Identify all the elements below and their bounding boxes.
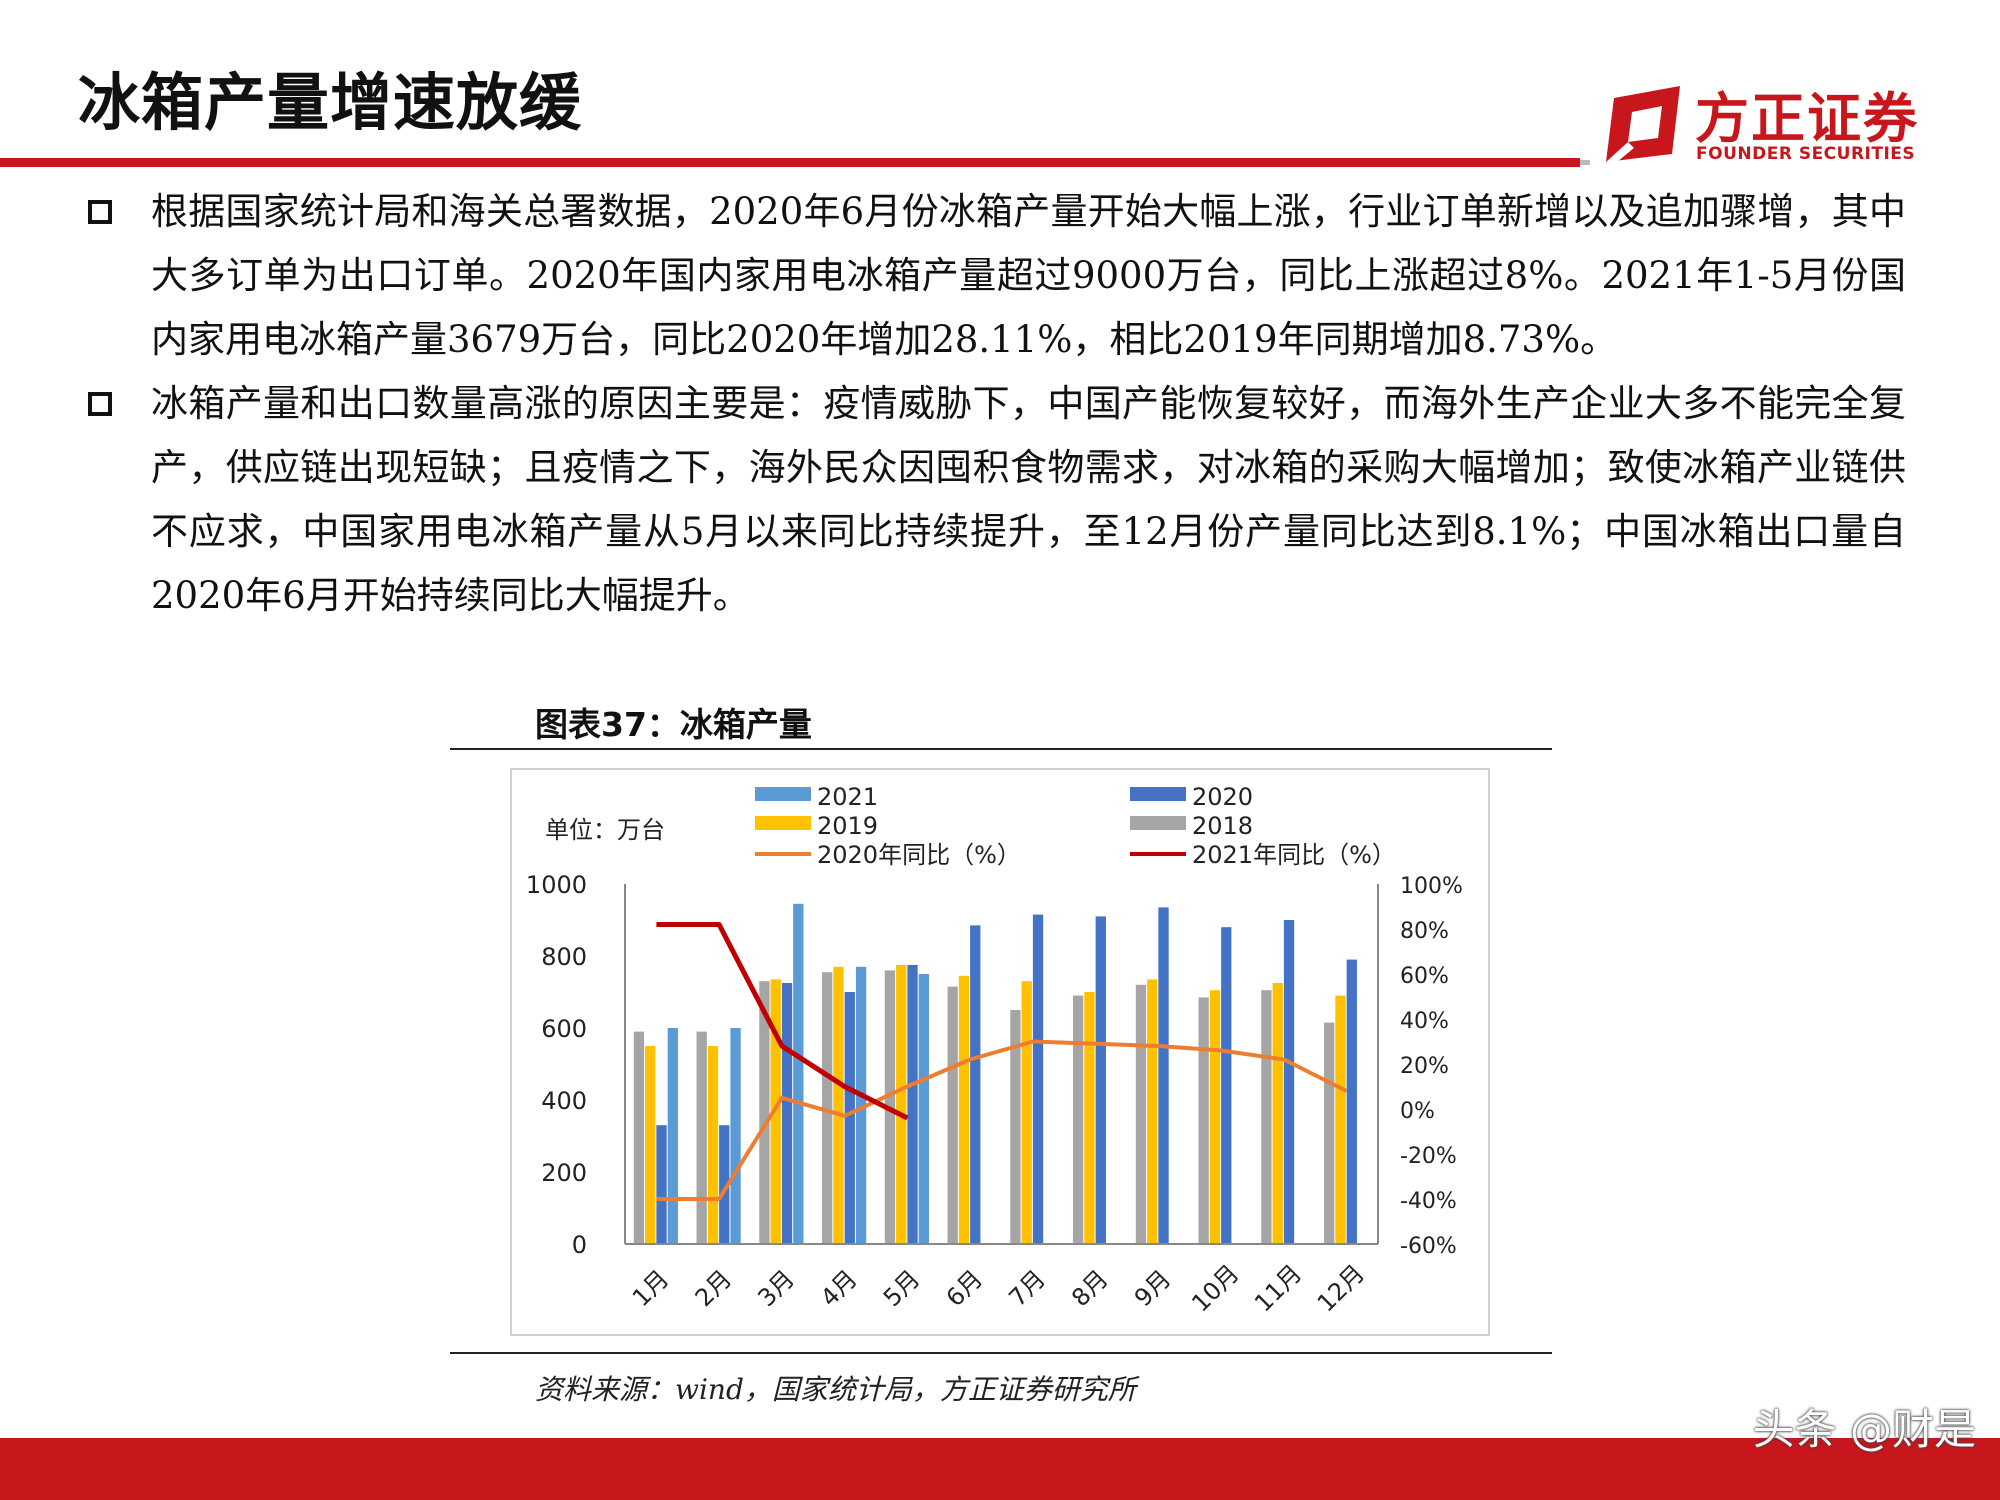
bar-2020 bbox=[1221, 927, 1232, 1244]
legend-label: 2020年同比（%） bbox=[817, 841, 1021, 869]
page-title: 冰箱产量增速放缓 bbox=[78, 66, 583, 139]
bar-2018 bbox=[696, 1031, 707, 1244]
bullet-list: 根据国家统计局和海关总署数据，2020年6月份冰箱产量开始大幅上涨，行业订单新增… bbox=[86, 180, 1906, 628]
bullet-text: 根据国家统计局和海关总署数据，2020年6月份冰箱产量开始大幅上涨，行业订单新增… bbox=[151, 190, 1906, 361]
legend-swatch bbox=[1130, 816, 1186, 830]
bar-2019 bbox=[1084, 992, 1095, 1244]
y2-tick-label: 40% bbox=[1400, 1009, 1449, 1034]
legend-swatch bbox=[755, 816, 811, 830]
bar-2018 bbox=[1198, 997, 1209, 1244]
refrigerator-production-chart: 2021 2020 2019 2018 2020年同比（%） 2021年同比（%） 单位：… bbox=[510, 768, 1490, 1336]
legend-swatch bbox=[1130, 787, 1186, 801]
y-tick-label: 1000 bbox=[526, 871, 587, 899]
square-bullet-icon bbox=[88, 200, 112, 224]
bottom-band bbox=[0, 1438, 2000, 1500]
bar-2020 bbox=[844, 992, 855, 1244]
logo-text-en: FOUNDER SECURITIES bbox=[1696, 144, 1916, 164]
bar-2019 bbox=[645, 1046, 656, 1244]
bar-2019 bbox=[1147, 979, 1158, 1244]
unit-label: 单位：万台 bbox=[545, 816, 665, 844]
legend-label: 2021 bbox=[817, 783, 878, 811]
bar-2021 bbox=[855, 966, 867, 1244]
bar-2020 bbox=[1158, 907, 1169, 1244]
bar-2018 bbox=[1073, 995, 1084, 1244]
square-bullet-icon bbox=[88, 392, 112, 416]
founder-logo-icon bbox=[1606, 86, 1680, 166]
bar-2019 bbox=[958, 975, 970, 1244]
bar-series bbox=[633, 903, 1357, 1244]
bar-2020 bbox=[1032, 914, 1044, 1244]
bar-2021 bbox=[667, 1028, 678, 1244]
bar-2018 bbox=[1010, 1010, 1021, 1244]
legend-label: 2019 bbox=[817, 812, 878, 840]
legend-label: 2021年同比（%） bbox=[1192, 841, 1396, 869]
line-2021-yoy bbox=[656, 922, 909, 1121]
bar-2020 bbox=[781, 983, 793, 1244]
bar-2019 bbox=[833, 966, 844, 1244]
y2-tick-label: 80% bbox=[1400, 919, 1449, 944]
legend-label: 2018 bbox=[1192, 812, 1253, 840]
bullet-text: 冰箱产量和出口数量高涨的原因主要是：疫情威胁下，中国产能恢复较好，而海外生产企业… bbox=[151, 382, 1906, 617]
bar-2021 bbox=[793, 903, 804, 1244]
bar-2020 bbox=[1283, 920, 1295, 1244]
y2-tick-label: 20% bbox=[1400, 1054, 1449, 1079]
line-series bbox=[656, 922, 1348, 1201]
bullet-item: 冰箱产量和出口数量高涨的原因主要是：疫情威胁下，中国产能恢复较好，而海外生产企业… bbox=[86, 372, 1906, 628]
founder-logo: 方正证券 FOUNDER SECURITIES bbox=[1600, 70, 1930, 170]
watermark: 头条 @财是 bbox=[1752, 1405, 1976, 1454]
y2-tick-label: 100% bbox=[1400, 874, 1463, 899]
bar-2020 bbox=[1346, 959, 1357, 1244]
title-rule bbox=[0, 158, 1580, 167]
bar-2019 bbox=[770, 979, 781, 1244]
bar-2018 bbox=[759, 981, 770, 1244]
bar-2020 bbox=[719, 1125, 730, 1244]
y-tick-label: 200 bbox=[541, 1159, 587, 1187]
bar-2019 bbox=[1209, 990, 1221, 1244]
legend-label: 2020 bbox=[1192, 783, 1253, 811]
bar-2021 bbox=[918, 974, 929, 1244]
bar-2019 bbox=[1272, 983, 1283, 1244]
y-tick-label: 800 bbox=[541, 943, 587, 971]
bar-2019 bbox=[1021, 981, 1032, 1244]
bar-2018 bbox=[1324, 1022, 1335, 1244]
bar-2018 bbox=[822, 972, 833, 1244]
bullet-item: 根据国家统计局和海关总署数据，2020年6月份冰箱产量开始大幅上涨，行业订单新增… bbox=[86, 180, 1906, 372]
bar-2018 bbox=[947, 986, 958, 1244]
figure-title: 图表37：冰箱产量 bbox=[535, 705, 812, 744]
y2-tick-label: -60% bbox=[1400, 1234, 1457, 1259]
bar-2020 bbox=[656, 1125, 667, 1244]
bar-2018 bbox=[633, 1031, 645, 1244]
legend-swatch bbox=[755, 787, 811, 801]
y-tick-label: 0 bbox=[572, 1231, 587, 1259]
bar-2021 bbox=[730, 1028, 741, 1244]
chart-legend: 2021 2020 2019 2018 2020年同比（%） 2021年同比（%） bbox=[755, 783, 1396, 869]
bar-2018 bbox=[1135, 984, 1147, 1244]
bar-2020 bbox=[1095, 916, 1106, 1244]
y2-tick-label: -40% bbox=[1400, 1189, 1457, 1214]
y-tick-label: 400 bbox=[541, 1087, 587, 1115]
bar-2019 bbox=[1335, 995, 1346, 1244]
y2-tick-label: 60% bbox=[1400, 964, 1449, 989]
logo-text-cn: 方正证券 bbox=[1695, 87, 1919, 150]
figure-source: 资料来源：wind，国家统计局，方正证券研究所 bbox=[535, 1373, 1136, 1406]
y-tick-label: 600 bbox=[541, 1015, 587, 1043]
figure-bottom-rule bbox=[450, 1352, 1552, 1354]
bar-2018 bbox=[1261, 990, 1272, 1244]
bar-2019 bbox=[896, 965, 907, 1244]
figure-top-rule bbox=[450, 748, 1552, 750]
y2-tick-label: 0% bbox=[1400, 1099, 1435, 1124]
bar-2020 bbox=[970, 925, 981, 1244]
title-rule-end bbox=[1580, 160, 1590, 165]
bar-2019 bbox=[707, 1046, 719, 1244]
y2-tick-label: -20% bbox=[1400, 1144, 1457, 1169]
line-2020-yoy bbox=[656, 1039, 1348, 1201]
bar-2020 bbox=[907, 965, 918, 1244]
